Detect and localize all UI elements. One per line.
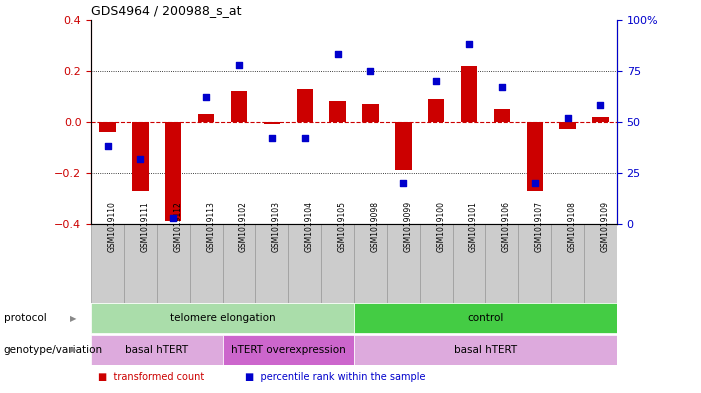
Text: hTERT overexpression: hTERT overexpression	[231, 345, 346, 355]
Text: GSM1019104: GSM1019104	[305, 201, 314, 252]
Bar	[354, 335, 617, 365]
Point	[102, 143, 113, 149]
Text: GSM1019110: GSM1019110	[107, 201, 116, 252]
Bar	[428, 99, 444, 122]
Text: GSM1019112: GSM1019112	[173, 201, 182, 252]
Text: basal hTERT: basal hTERT	[125, 345, 189, 355]
Text: GSM1019099: GSM1019099	[403, 201, 412, 252]
Text: GSM1019107: GSM1019107	[535, 201, 544, 252]
Point	[595, 102, 606, 108]
Text: ■  percentile rank within the sample: ■ percentile rank within the sample	[245, 372, 426, 382]
Point	[365, 68, 376, 74]
Bar	[354, 224, 387, 303]
Text: genotype/variation: genotype/variation	[4, 345, 102, 355]
Text: control: control	[468, 313, 503, 323]
Point	[266, 135, 278, 141]
Text: GSM1019113: GSM1019113	[206, 201, 215, 252]
Point	[430, 78, 442, 84]
Text: ■  transformed count: ■ transformed count	[98, 372, 205, 382]
Text: ▶: ▶	[70, 314, 77, 323]
Point	[200, 94, 212, 101]
Bar	[494, 109, 510, 122]
Bar	[132, 122, 149, 191]
Text: GSM1019101: GSM1019101	[469, 201, 478, 252]
Bar	[124, 224, 157, 303]
Bar	[592, 117, 608, 122]
Bar	[198, 114, 215, 122]
Point	[233, 61, 245, 68]
Point	[332, 51, 343, 57]
Bar	[223, 224, 255, 303]
Bar	[329, 101, 346, 122]
Bar	[100, 122, 116, 132]
Point	[397, 180, 409, 186]
Bar	[354, 303, 617, 333]
Text: GSM1019109: GSM1019109	[601, 201, 609, 252]
Text: GDS4964 / 200988_s_at: GDS4964 / 200988_s_at	[91, 4, 242, 17]
Bar	[223, 335, 354, 365]
Text: protocol: protocol	[4, 313, 46, 323]
Text: GSM1019111: GSM1019111	[140, 201, 149, 252]
Point	[529, 180, 540, 186]
Bar	[461, 66, 477, 122]
Text: GSM1019105: GSM1019105	[338, 201, 346, 252]
Bar	[518, 224, 551, 303]
Bar	[526, 122, 543, 191]
Point	[168, 215, 179, 221]
Bar	[157, 224, 190, 303]
Text: basal hTERT: basal hTERT	[454, 345, 517, 355]
Bar	[91, 335, 223, 365]
Bar	[321, 224, 354, 303]
Point	[562, 115, 573, 121]
Bar	[288, 224, 321, 303]
Bar	[297, 89, 313, 122]
Text: ▶: ▶	[70, 345, 77, 354]
Text: telomere elongation: telomere elongation	[170, 313, 275, 323]
Point	[463, 41, 475, 47]
Bar	[91, 303, 354, 333]
Text: GSM1019098: GSM1019098	[370, 201, 379, 252]
Bar	[190, 224, 223, 303]
Bar	[387, 224, 420, 303]
Point	[135, 156, 146, 162]
Bar	[395, 122, 411, 171]
Text: GSM1019108: GSM1019108	[568, 201, 577, 252]
Point	[496, 84, 508, 90]
Bar	[559, 122, 576, 130]
Bar	[231, 91, 247, 122]
Bar	[551, 224, 584, 303]
Bar	[362, 104, 379, 122]
Text: GSM1019106: GSM1019106	[502, 201, 511, 252]
Text: GSM1019100: GSM1019100	[436, 201, 445, 252]
Text: GSM1019103: GSM1019103	[272, 201, 281, 252]
Bar	[264, 122, 280, 125]
Bar	[485, 224, 518, 303]
Bar	[91, 224, 124, 303]
Text: GSM1019102: GSM1019102	[239, 201, 248, 252]
Bar	[584, 224, 617, 303]
Bar	[420, 224, 453, 303]
Point	[299, 135, 311, 141]
Bar	[255, 224, 288, 303]
Bar	[165, 122, 182, 222]
Bar	[453, 224, 485, 303]
